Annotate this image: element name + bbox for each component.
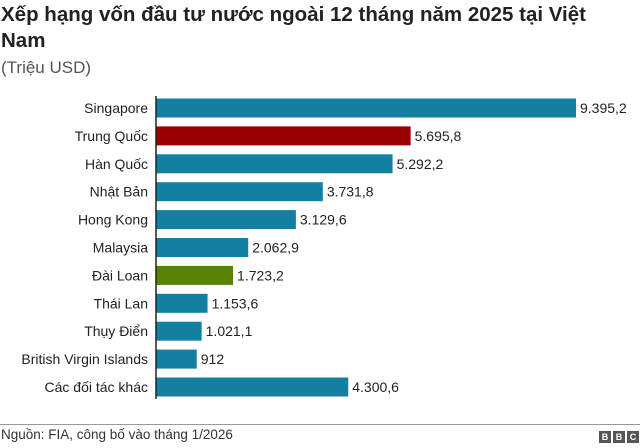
category-label: British Virgin Islands [21,351,148,367]
data-label: 3.731,8 [327,184,374,200]
footer-divider [0,424,640,425]
bar [156,238,249,257]
category-label: Singapore [84,100,148,116]
bar-chart: Singapore 9.395,2 Trung Quốc 5.695,8 Hàn Quố… [21,96,627,399]
category-label: Hong Kong [78,212,148,228]
bbc-logo: B B C [599,431,639,443]
category-label: Thụy Điển [84,323,148,339]
category-label: Hàn Quốc [85,156,148,172]
bar [156,98,576,118]
data-label: 5.695,8 [415,128,462,144]
bar [156,265,234,285]
category-label: Thái Lan [94,295,148,311]
bar [156,210,296,230]
data-label: 912 [201,351,225,367]
data-label: 1.021,1 [206,323,253,339]
category-label: Nhật Bản [90,184,148,200]
bar [156,321,202,341]
category-label: Trung Quốc [75,128,148,144]
data-label: 1.153,6 [212,295,259,311]
bar [156,126,411,146]
data-label: 1.723,2 [237,267,284,283]
logo-letter: B [613,431,625,443]
chart-subtitle: (Triệu USD) [1,58,92,77]
data-label: 3.129,6 [300,212,347,228]
logo-letter: B [599,431,611,443]
data-label: 5.292,2 [397,156,444,172]
chart-title: Xếp hạng vốn đầu tư nước ngoài 12 tháng … [1,3,586,52]
bar [156,377,349,397]
logo-letter: C [627,431,639,443]
bar [156,154,393,174]
bar [156,293,208,313]
data-label: 2.062,9 [252,240,299,256]
source-note: Nguồn: FIA, công bố vào tháng 1/2026 [1,427,233,442]
data-label: 9.395,2 [580,100,627,116]
bar [156,182,323,202]
category-label: Đài Loan [92,267,148,283]
bar [156,349,197,369]
data-label: 4.300,6 [352,379,399,395]
category-label: Các đối tác khác [45,379,149,395]
category-label: Malaysia [93,240,148,256]
